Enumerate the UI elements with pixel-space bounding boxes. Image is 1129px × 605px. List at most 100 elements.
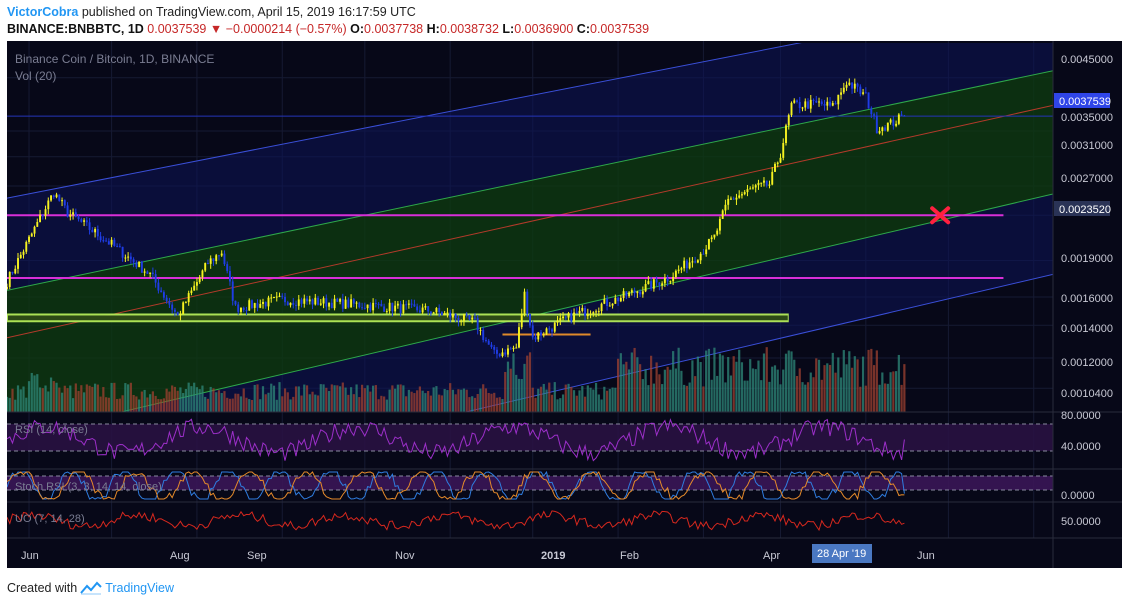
volume-bar — [190, 386, 193, 412]
volume-bar — [451, 389, 455, 412]
candle-body — [746, 189, 749, 193]
candle-body — [451, 314, 454, 318]
candle-body — [826, 101, 829, 106]
candle-body — [284, 296, 286, 303]
candle-body — [834, 103, 837, 105]
volume-bar — [292, 396, 295, 412]
volume-bar — [206, 398, 210, 412]
candle-body — [608, 305, 611, 307]
price-axis[interactable]: 0.0045000 0.0035000 0.0031000 0.0027000 … — [1054, 54, 1113, 528]
volume-bar — [787, 350, 790, 412]
candle-body — [19, 254, 22, 259]
symbol-label[interactable]: BINANCE:BNBBTC, 1D — [7, 22, 144, 36]
candle-body — [864, 92, 867, 94]
uo-tick: 50.0000 — [1061, 516, 1101, 528]
volume-bar — [410, 391, 413, 412]
candle-body — [526, 291, 529, 314]
candle-body — [823, 103, 826, 106]
volume-bar — [198, 389, 201, 412]
volume-bar — [735, 361, 738, 412]
candle-body — [85, 220, 88, 223]
volume-bar — [193, 382, 196, 412]
candle-body — [895, 123, 898, 126]
rsi-pane[interactable]: RSI (14, close) — [7, 418, 1053, 462]
candle-body — [892, 119, 895, 126]
candle-body — [688, 262, 691, 269]
candle-body — [523, 291, 526, 314]
volume-bar — [8, 397, 11, 412]
candle-body — [482, 329, 485, 340]
stoch-d-line — [7, 471, 905, 501]
volume-bar — [754, 369, 757, 412]
volume-bar — [74, 383, 77, 412]
candle-body — [570, 313, 573, 322]
volume-bar — [707, 348, 711, 412]
candle-body — [873, 114, 876, 116]
uo-label: UO (7, 14, 28) — [15, 513, 85, 525]
candle-body — [622, 291, 625, 298]
volume-bar — [809, 372, 812, 412]
chart-area[interactable]: Binance Coin / Bitcoin, 1D, BINANCE Vol … — [7, 41, 1122, 568]
volume-bar — [85, 384, 88, 412]
candle-body — [8, 271, 11, 287]
time-axis[interactable]: Jun Aug Sep Nov 2019 Feb Apr Jun 28 Apr … — [21, 544, 935, 563]
candle-body — [72, 212, 75, 215]
volume-bar — [575, 395, 578, 412]
candle-body — [889, 119, 892, 123]
candle-body — [859, 86, 862, 94]
volume-bar — [473, 397, 477, 412]
candle-body — [63, 200, 66, 206]
volume-bar — [837, 357, 840, 412]
volume-bar — [66, 388, 69, 412]
candle-body — [30, 233, 33, 237]
volume-bar — [718, 353, 722, 412]
volume-bar — [889, 372, 892, 412]
candle-body — [146, 271, 149, 274]
tradingview-brand-link[interactable]: TradingView — [105, 581, 174, 595]
volume-bar — [239, 396, 243, 412]
volume-bar — [138, 399, 141, 412]
candle-body — [614, 297, 617, 304]
candle-body — [853, 83, 856, 89]
candle-body — [611, 303, 614, 306]
candle-body — [542, 334, 545, 336]
volume-bar — [36, 374, 39, 412]
candle-body — [727, 198, 730, 205]
candle-body — [372, 302, 375, 311]
candle-body — [396, 303, 399, 306]
volume-bar — [894, 371, 898, 412]
candle-body — [592, 312, 595, 314]
candle-body — [754, 185, 757, 188]
volume-bar — [886, 383, 889, 412]
candle-body — [44, 209, 47, 216]
volume-bar — [52, 381, 55, 412]
candle-body — [751, 187, 754, 189]
candle-body — [897, 114, 900, 124]
candle-body — [278, 295, 281, 297]
candle-body — [217, 255, 220, 257]
publish-line: VictorCobra published on TradingView.com… — [7, 4, 1122, 21]
volume-bar — [683, 384, 686, 412]
volume-bar — [96, 384, 99, 412]
rsi-band — [7, 424, 1053, 451]
chart-header: VictorCobra published on TradingView.com… — [7, 4, 1122, 40]
volume-bar — [154, 395, 157, 412]
stoch-rsi-pane[interactable]: Stoch RSI (3, 3, 14, 14, close) — [7, 470, 1053, 501]
candle-body — [666, 278, 669, 282]
candle-body — [807, 101, 809, 109]
candle-body — [878, 131, 881, 134]
candle-body — [143, 271, 146, 273]
candle-body — [190, 290, 193, 294]
uo-pane[interactable]: UO (7, 14, 28) — [7, 510, 905, 532]
candle-body — [319, 303, 322, 305]
candle-body — [845, 84, 848, 88]
author-link[interactable]: VictorCobra — [7, 5, 79, 19]
candle-body — [198, 277, 201, 283]
candle-body — [99, 236, 102, 241]
candle-body — [105, 240, 108, 242]
candle-body — [308, 299, 311, 302]
candle-body — [617, 297, 620, 302]
candle-body — [220, 253, 223, 256]
candle-body — [655, 279, 658, 283]
volume-bar — [336, 385, 339, 412]
